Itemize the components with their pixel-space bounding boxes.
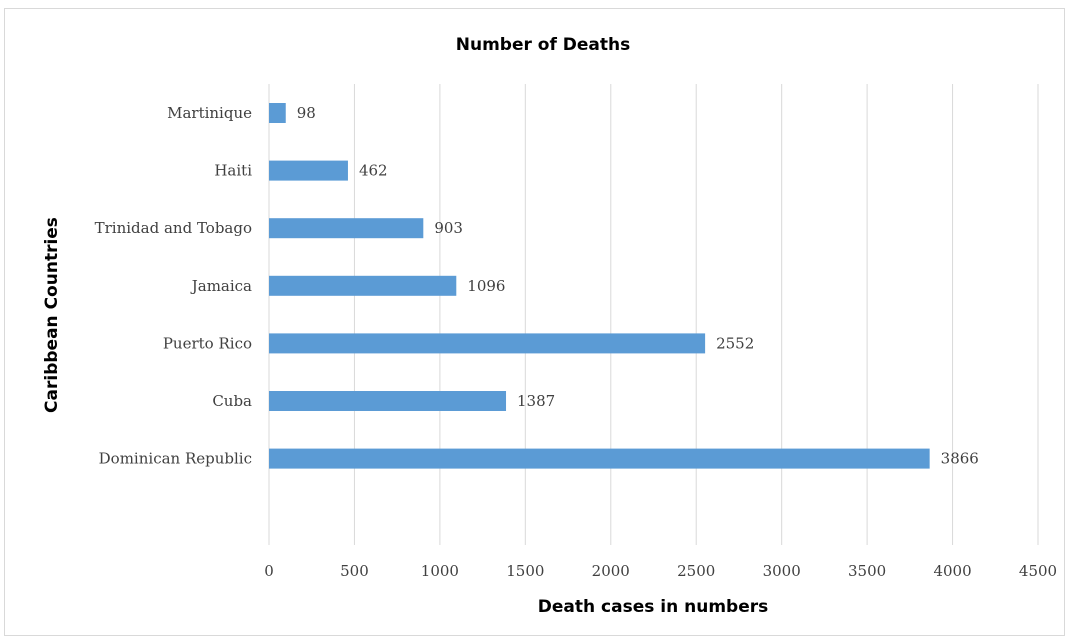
x-tick-label: 1000 (421, 562, 459, 580)
bar (269, 218, 424, 239)
x-tick-label: 4000 (933, 562, 971, 580)
category-label: Trinidad and Tobago (95, 219, 252, 237)
x-tick-label: 3000 (763, 562, 801, 580)
data-label: 3866 (941, 450, 979, 468)
data-label: 1096 (467, 277, 505, 295)
bar (269, 275, 457, 296)
data-label: 2552 (716, 334, 754, 352)
x-tick-label: 4500 (1019, 562, 1057, 580)
chart-frame (4, 8, 1065, 636)
bar (269, 160, 348, 181)
bar (269, 391, 507, 411)
x-axis-title: Death cases in numbers (538, 597, 768, 617)
x-tick-label: 3500 (848, 562, 886, 580)
bar (269, 333, 706, 354)
category-label: Martinique (167, 104, 252, 122)
category-label: Dominican Republic (99, 450, 252, 468)
category-label: Cuba (212, 392, 252, 410)
category-label: Puerto Rico (163, 334, 252, 352)
bar (269, 103, 286, 123)
gridlines (268, 84, 1039, 545)
x-tick-label: 0 (264, 562, 274, 580)
x-tick-label: 500 (340, 562, 369, 580)
bars: 98 462 903 1096 2552 1387 3866 (269, 103, 979, 469)
chart-title: Number of Deaths (456, 35, 631, 55)
category-label: Jamaica (190, 277, 252, 295)
category-label: Haiti (214, 162, 252, 180)
data-label: 903 (434, 219, 463, 237)
x-tick-labels: 0 500 1000 1500 2000 2500 3000 3500 4000 4500 (264, 562, 1057, 580)
data-label: 98 (297, 104, 316, 122)
data-label: 1387 (517, 392, 555, 410)
y-axis-title: Caribbean Countries (42, 217, 62, 413)
data-label: 462 (359, 162, 388, 180)
x-tick-label: 1500 (506, 562, 544, 580)
x-tick-label: 2500 (677, 562, 715, 580)
bar (269, 448, 930, 469)
x-tick-label: 2000 (592, 562, 630, 580)
category-labels: Martinique Haiti Trinidad and Tobago Jamaic… (95, 104, 253, 468)
